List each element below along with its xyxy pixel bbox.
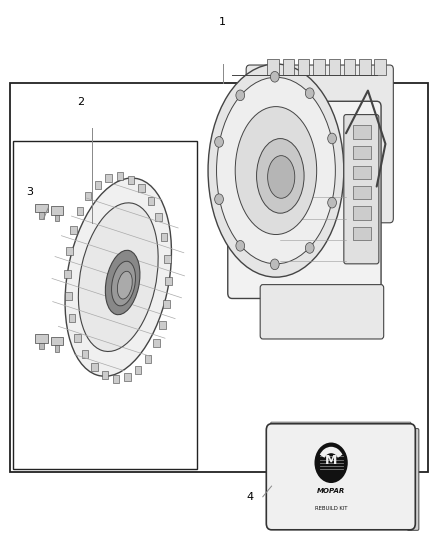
FancyBboxPatch shape: [138, 184, 145, 192]
Ellipse shape: [268, 156, 295, 198]
Text: REBUILD KIT: REBUILD KIT: [315, 506, 347, 511]
FancyBboxPatch shape: [344, 115, 379, 264]
FancyBboxPatch shape: [228, 101, 381, 298]
Circle shape: [305, 243, 314, 253]
Ellipse shape: [117, 271, 132, 299]
FancyBboxPatch shape: [82, 350, 88, 358]
Bar: [353, 166, 371, 179]
FancyBboxPatch shape: [85, 192, 92, 200]
Ellipse shape: [78, 203, 158, 351]
Bar: [51, 337, 63, 345]
Bar: [353, 146, 371, 159]
FancyBboxPatch shape: [65, 292, 72, 300]
FancyBboxPatch shape: [407, 429, 419, 530]
FancyBboxPatch shape: [159, 321, 166, 329]
FancyBboxPatch shape: [128, 175, 134, 183]
FancyBboxPatch shape: [102, 372, 108, 379]
Bar: [55, 345, 59, 352]
Text: M: M: [325, 454, 337, 467]
Circle shape: [215, 194, 223, 205]
Bar: [267, 59, 279, 75]
FancyBboxPatch shape: [153, 340, 159, 348]
FancyBboxPatch shape: [145, 355, 151, 363]
FancyBboxPatch shape: [266, 424, 415, 530]
Wedge shape: [320, 447, 343, 458]
Ellipse shape: [106, 251, 140, 314]
Circle shape: [305, 88, 314, 99]
Ellipse shape: [257, 139, 304, 213]
FancyBboxPatch shape: [64, 270, 71, 278]
Circle shape: [236, 240, 245, 251]
FancyBboxPatch shape: [161, 233, 167, 241]
FancyBboxPatch shape: [70, 226, 77, 234]
FancyBboxPatch shape: [163, 300, 170, 308]
Text: 1: 1: [219, 17, 226, 27]
Bar: [13, 141, 197, 469]
FancyBboxPatch shape: [113, 375, 120, 383]
Bar: [283, 59, 294, 75]
Bar: [39, 343, 44, 349]
Bar: [55, 215, 59, 221]
Bar: [353, 206, 371, 220]
Ellipse shape: [65, 178, 171, 376]
Wedge shape: [318, 455, 344, 479]
Circle shape: [314, 442, 348, 483]
Bar: [328, 59, 340, 75]
Bar: [10, 83, 428, 472]
Bar: [51, 206, 63, 215]
Bar: [353, 227, 371, 240]
FancyBboxPatch shape: [164, 255, 171, 263]
FancyBboxPatch shape: [74, 334, 81, 342]
Bar: [298, 59, 309, 75]
FancyBboxPatch shape: [69, 314, 75, 322]
Circle shape: [270, 71, 279, 82]
Text: 3: 3: [26, 187, 33, 197]
Circle shape: [236, 90, 245, 101]
FancyBboxPatch shape: [155, 213, 162, 221]
FancyBboxPatch shape: [91, 363, 98, 371]
Ellipse shape: [216, 77, 336, 264]
Bar: [35, 204, 48, 212]
Bar: [353, 125, 371, 139]
FancyBboxPatch shape: [117, 172, 123, 180]
Ellipse shape: [112, 261, 135, 306]
Ellipse shape: [235, 107, 317, 235]
Text: MOPAR: MOPAR: [317, 488, 345, 494]
Text: 2: 2: [78, 96, 85, 107]
Circle shape: [328, 133, 336, 144]
FancyBboxPatch shape: [135, 366, 141, 374]
Ellipse shape: [208, 64, 344, 277]
FancyBboxPatch shape: [66, 247, 73, 255]
Bar: [359, 59, 371, 75]
Bar: [374, 59, 386, 75]
Bar: [35, 334, 48, 343]
Text: 4: 4: [246, 492, 253, 502]
FancyBboxPatch shape: [165, 277, 172, 285]
FancyBboxPatch shape: [148, 197, 154, 205]
FancyBboxPatch shape: [106, 174, 112, 182]
Circle shape: [328, 197, 336, 208]
Bar: [313, 59, 325, 75]
Circle shape: [215, 136, 223, 147]
FancyBboxPatch shape: [77, 207, 83, 215]
FancyBboxPatch shape: [95, 181, 101, 189]
Bar: [353, 186, 371, 199]
FancyBboxPatch shape: [124, 373, 131, 381]
FancyBboxPatch shape: [260, 285, 384, 339]
Bar: [344, 59, 355, 75]
FancyBboxPatch shape: [271, 422, 411, 434]
Bar: [39, 212, 44, 219]
Circle shape: [270, 259, 279, 270]
FancyBboxPatch shape: [246, 65, 393, 223]
